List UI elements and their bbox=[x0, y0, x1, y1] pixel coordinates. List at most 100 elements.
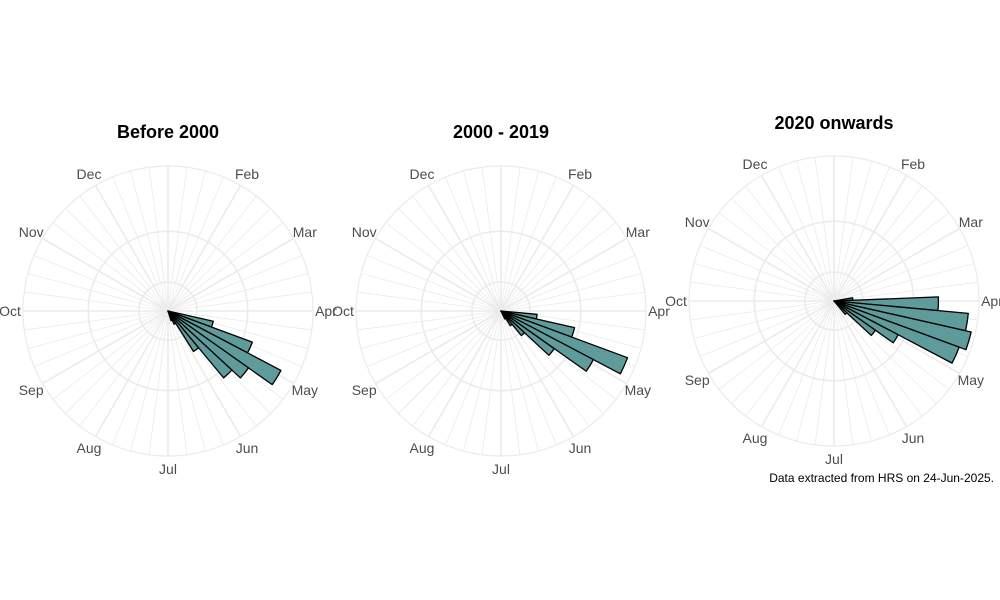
grid-spoke-minor bbox=[718, 300, 835, 390]
grid-spoke-minor bbox=[27, 273, 169, 312]
grid-spoke-minor bbox=[130, 310, 169, 452]
grid-spoke-minor bbox=[167, 310, 206, 452]
polar-grid bbox=[688, 155, 980, 447]
polar-grid bbox=[355, 165, 647, 457]
rose-bar bbox=[500, 310, 507, 320]
grid-spoke-minor bbox=[167, 167, 188, 312]
grid-spoke-major bbox=[708, 227, 835, 302]
panel-before-2000: Feb Mar Apr May Jun Jul Aug Sep Oct Nov Dec Before … bbox=[0, 122, 337, 477]
grid-spoke-minor bbox=[112, 310, 169, 446]
month-tick-label: Sep bbox=[352, 382, 377, 398]
month-labels: Feb Mar Apr May Jun Jul Aug Sep Oct Nov Dec bbox=[0, 166, 337, 477]
grid-spoke-minor bbox=[500, 176, 557, 312]
month-tick-label: Nov bbox=[19, 224, 44, 240]
grid-spoke-minor bbox=[833, 157, 854, 302]
grid-spoke-minor bbox=[167, 273, 309, 312]
grid-spoke-minor bbox=[833, 160, 872, 302]
grid-spoke-minor bbox=[500, 255, 636, 312]
grid-spoke-minor bbox=[357, 291, 502, 312]
grid-spoke-minor bbox=[693, 300, 835, 339]
grid-spoke-minor bbox=[463, 310, 502, 452]
grid-spoke-major bbox=[833, 300, 908, 427]
grid-spoke-major bbox=[167, 237, 294, 312]
grid-spoke-minor bbox=[690, 281, 835, 302]
grid-spoke-minor bbox=[360, 310, 502, 349]
month-tick-label: Mar bbox=[626, 224, 650, 240]
rose-bar bbox=[833, 300, 899, 344]
rose-bar bbox=[167, 310, 173, 322]
rose-bar bbox=[833, 300, 960, 364]
month-tick-label: May bbox=[958, 372, 984, 388]
grid-spoke-minor bbox=[814, 300, 835, 445]
month-tick-label: Jun bbox=[902, 430, 925, 446]
month-tick-label: May bbox=[292, 382, 318, 398]
grid-spoke-minor bbox=[833, 300, 854, 445]
rose-bar bbox=[167, 310, 282, 386]
month-tick-label: Apr bbox=[315, 303, 337, 319]
month-tick-label: Feb bbox=[901, 156, 925, 172]
month-labels: Feb Mar Apr May Jun Jul Aug Sep Oct Nov Dec bbox=[665, 156, 1000, 467]
grid-spoke-minor bbox=[699, 245, 835, 302]
grid-spoke-minor bbox=[167, 176, 224, 312]
grid-spoke-minor bbox=[385, 222, 502, 312]
panel-title: Before 2000 bbox=[117, 122, 219, 142]
grid-spoke-minor bbox=[33, 255, 169, 312]
grid-spoke-minor bbox=[718, 212, 835, 302]
grid-spoke-minor bbox=[833, 300, 937, 404]
grid-spoke-major bbox=[760, 175, 835, 302]
grid-spoke-minor bbox=[833, 245, 969, 302]
grid-spoke-major bbox=[760, 300, 835, 427]
grid-spoke-minor bbox=[167, 291, 312, 312]
grid-spoke-minor bbox=[833, 300, 923, 417]
grid-spoke-minor bbox=[148, 167, 169, 312]
month-tick-label: Jul bbox=[492, 461, 510, 477]
grid-spoke-minor bbox=[24, 291, 169, 312]
grid-spoke-minor bbox=[500, 167, 521, 312]
grid-spoke-minor bbox=[731, 198, 835, 302]
rose-bar bbox=[167, 310, 233, 379]
grid-spoke-minor bbox=[167, 310, 224, 446]
grid-spoke-minor bbox=[745, 300, 835, 417]
month-tick-label: Nov bbox=[685, 214, 710, 230]
grid-spoke-minor bbox=[366, 310, 502, 367]
grid-spoke-minor bbox=[360, 273, 502, 312]
month-tick-label: Apr bbox=[648, 303, 670, 319]
grid-spoke-minor bbox=[833, 212, 950, 302]
grid-spoke-minor bbox=[693, 263, 835, 302]
bar-series bbox=[500, 310, 629, 375]
month-tick-label: Mar bbox=[293, 224, 317, 240]
rose-bar bbox=[167, 310, 200, 353]
grid-spoke-major bbox=[708, 300, 835, 375]
grid-spoke-minor bbox=[745, 185, 835, 302]
month-tick-label: Feb bbox=[568, 166, 592, 182]
grid-spoke-minor bbox=[167, 255, 303, 312]
grid-spoke-minor bbox=[366, 255, 502, 312]
month-tick-label: Dec bbox=[410, 166, 435, 182]
panel-2020-onwards: Feb Mar Apr May Jun Jul Aug Sep Oct Nov Dec 2020 on… bbox=[665, 113, 1000, 467]
rose-bar bbox=[500, 310, 555, 356]
grid-spoke-minor bbox=[167, 170, 206, 312]
grid-spoke-minor bbox=[412, 310, 502, 427]
grid-spoke-major bbox=[42, 237, 169, 312]
grid-spoke-minor bbox=[778, 300, 835, 436]
month-tick-label: Oct bbox=[332, 303, 354, 319]
grid-spoke-minor bbox=[33, 310, 169, 367]
grid-spoke-minor bbox=[833, 263, 975, 302]
grid-spoke-major bbox=[94, 310, 169, 437]
grid-spoke-minor bbox=[833, 300, 872, 442]
month-tick-label: Jun bbox=[236, 440, 259, 456]
grid-spoke-major bbox=[500, 237, 627, 312]
month-tick-label: Aug bbox=[743, 430, 768, 446]
month-tick-label: Aug bbox=[410, 440, 435, 456]
grid-spoke-minor bbox=[833, 281, 978, 302]
month-tick-label: Oct bbox=[0, 303, 21, 319]
grid-spoke-minor bbox=[398, 310, 502, 414]
grid-spoke-minor bbox=[167, 310, 312, 331]
month-tick-label: Dec bbox=[743, 156, 768, 172]
month-tick-label: Sep bbox=[19, 382, 44, 398]
grid-spoke-minor bbox=[398, 208, 502, 312]
grid-spoke-minor bbox=[500, 310, 539, 452]
grid-spoke-minor bbox=[500, 310, 557, 446]
month-tick-label: Jun bbox=[569, 440, 592, 456]
